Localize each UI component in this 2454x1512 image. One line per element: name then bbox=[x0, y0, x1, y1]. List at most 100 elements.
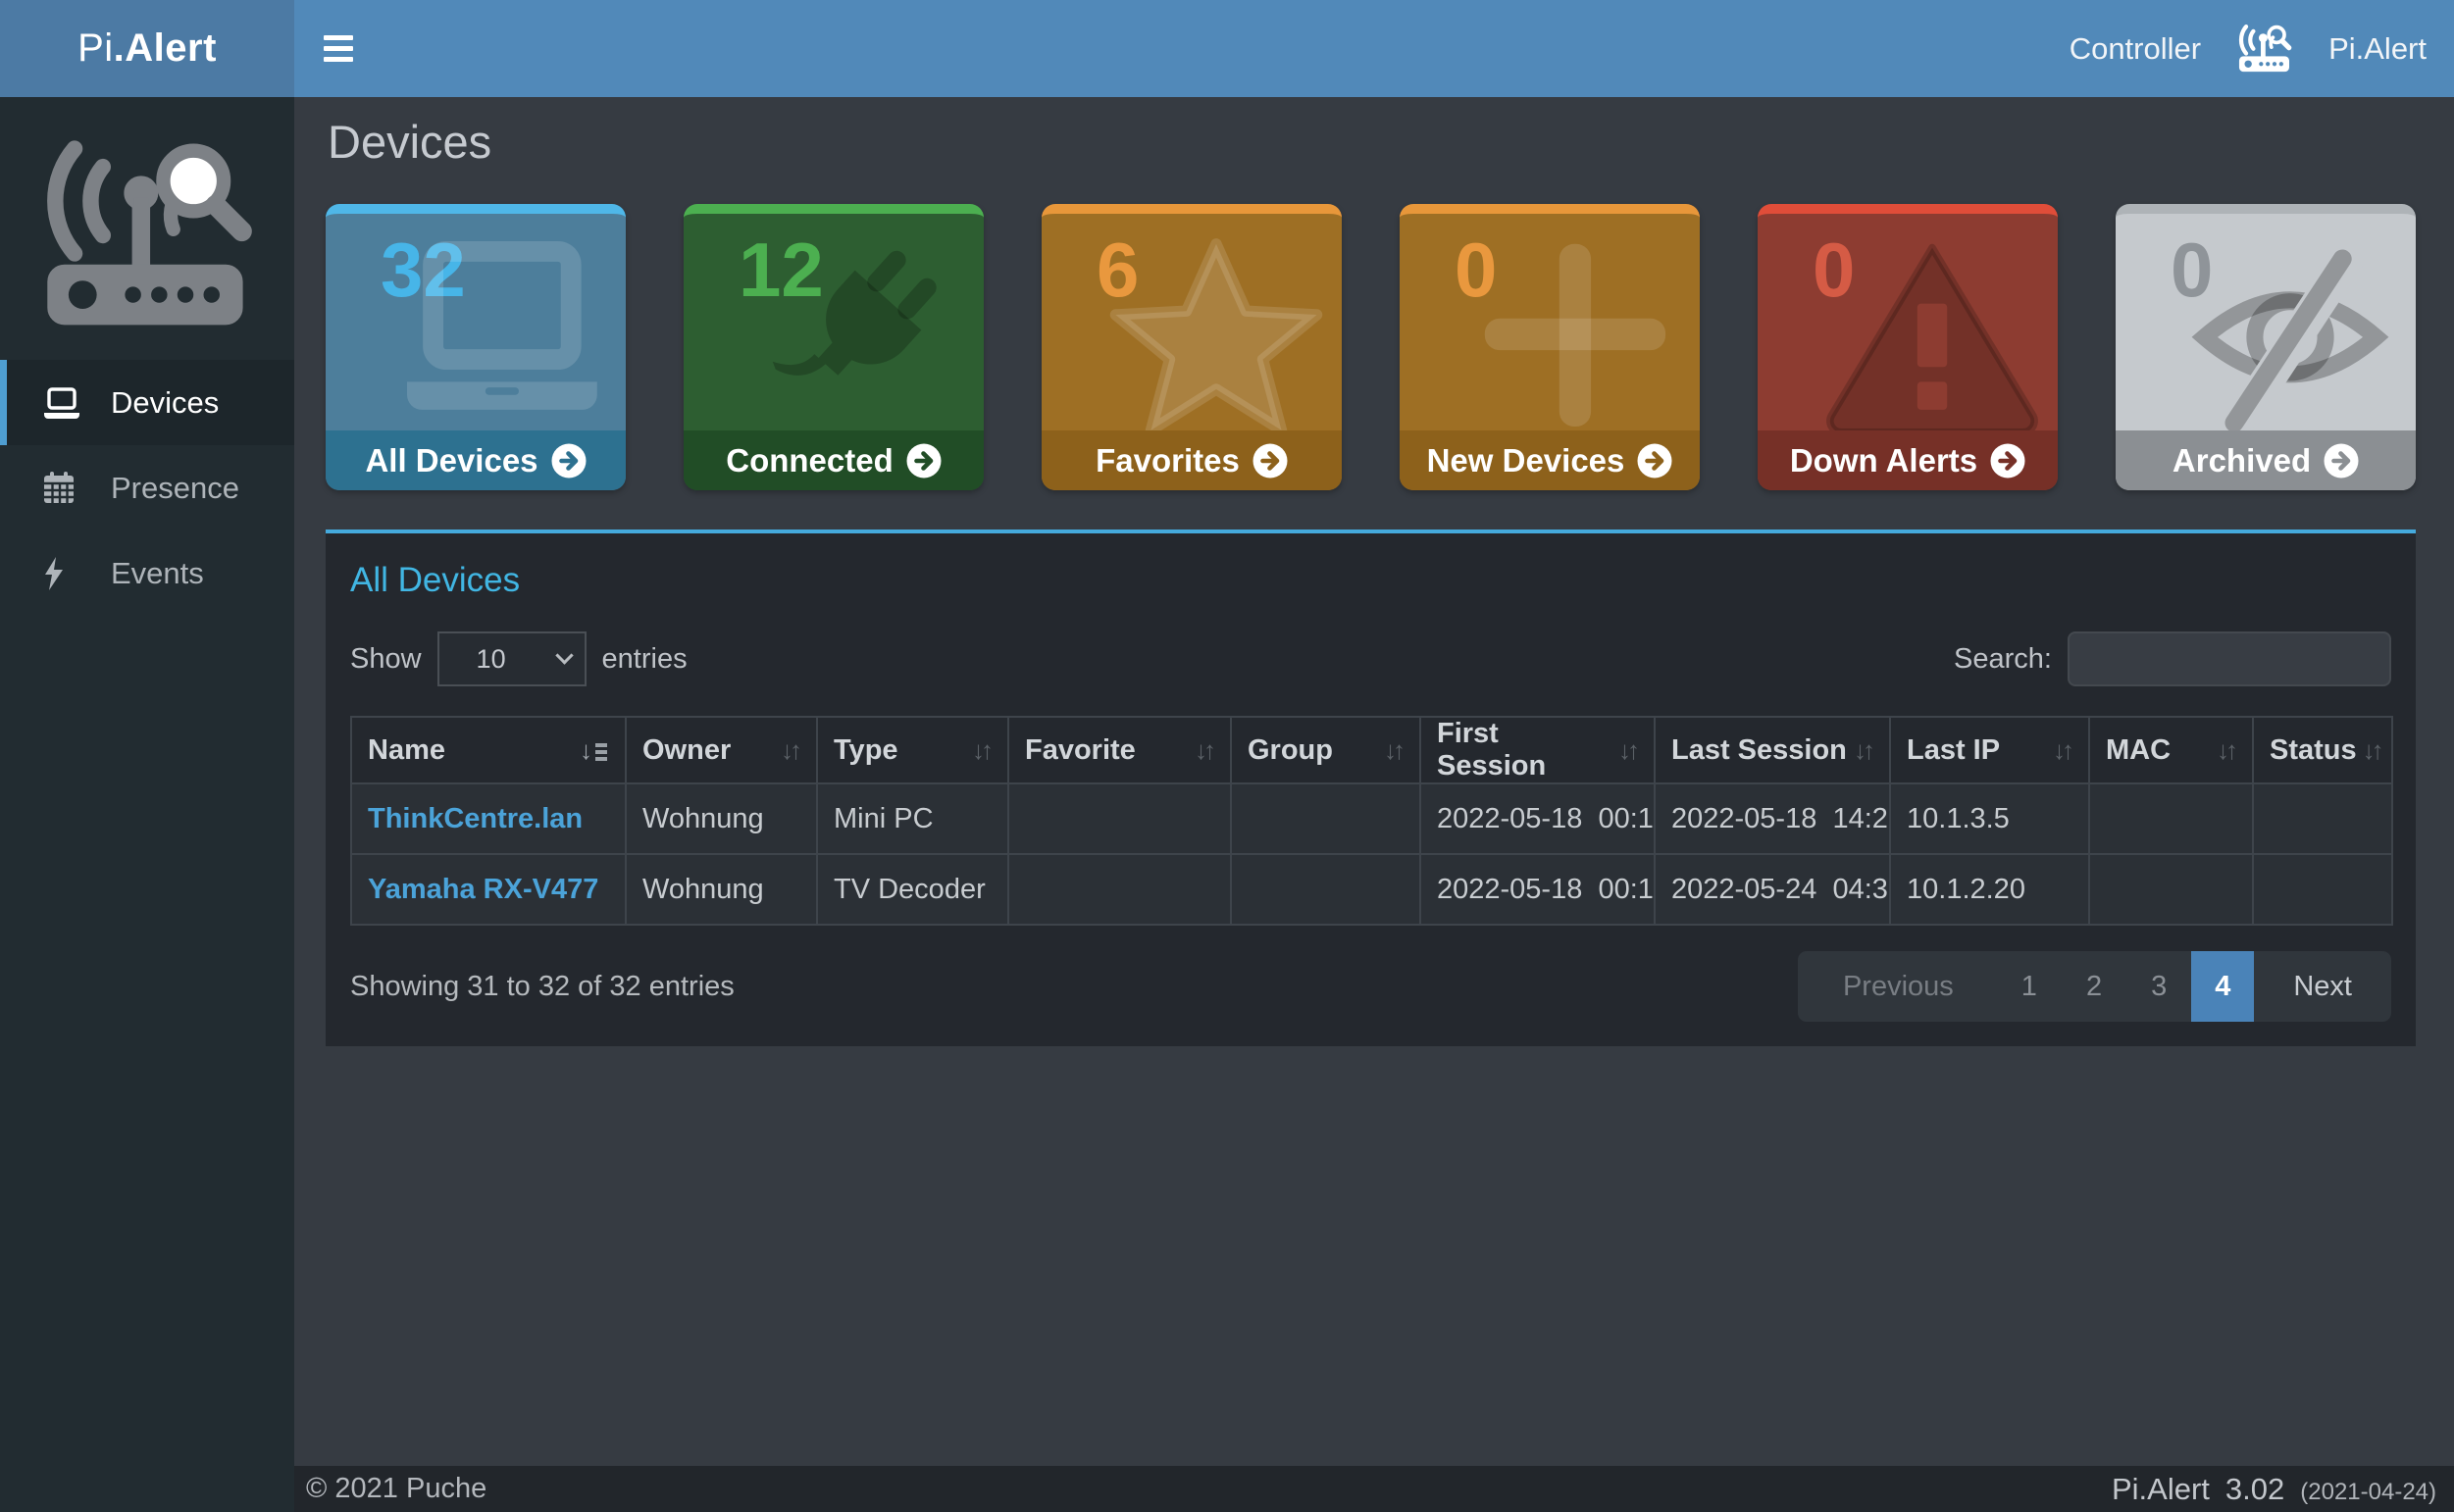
show-label: Show bbox=[350, 642, 422, 675]
pagination-next[interactable]: Next bbox=[2293, 970, 2352, 1002]
card-footer: Favorites bbox=[1042, 430, 1342, 490]
arrow-circle-icon bbox=[1637, 443, 1672, 478]
pagination-page-1[interactable]: 1 bbox=[2020, 970, 2037, 1002]
mac-cell bbox=[2088, 782, 2254, 855]
column-header-group[interactable]: Group ↓↑ bbox=[1230, 716, 1421, 784]
column-header-last-session[interactable]: Last Session ↓↑ bbox=[1654, 716, 1891, 784]
column-header-name[interactable]: Name ↓ bbox=[350, 716, 627, 784]
last-session-cell: 2022-05-24 04:30 bbox=[1654, 853, 1891, 926]
group-cell bbox=[1230, 782, 1421, 855]
version-info: Pi.Alert 3.02 (2021-04-24) bbox=[2112, 1472, 2436, 1507]
sidebar-item-presence[interactable]: Presence bbox=[0, 445, 294, 530]
type-cell: Mini PC bbox=[816, 782, 1009, 855]
page-title: Devices bbox=[328, 116, 492, 168]
sort-icon: ↓↑ bbox=[1854, 734, 1875, 765]
arrow-circle-icon bbox=[906, 443, 942, 478]
brand-logo[interactable]: Pi .Alert bbox=[0, 0, 294, 97]
first-session-cell: 2022-05-18 00:11 bbox=[1419, 782, 1656, 855]
type-cell: TV Decoder bbox=[816, 853, 1009, 926]
plug-watermark-icon bbox=[772, 250, 937, 376]
pagination-page-3[interactable]: 3 bbox=[2151, 970, 2168, 1002]
card-value: 6 bbox=[1097, 227, 1140, 313]
group-cell bbox=[1230, 853, 1421, 926]
page-length-select[interactable]: 10 bbox=[436, 631, 587, 686]
sidebar: Devices bbox=[0, 97, 294, 1512]
sort-icon: ↓↑ bbox=[1195, 734, 1216, 765]
entries-label: entries bbox=[601, 642, 688, 675]
mac-cell bbox=[2088, 853, 2254, 926]
device-name-link[interactable]: ThinkCentre.lan bbox=[350, 782, 627, 855]
pagination-page-4[interactable]: 4 bbox=[2191, 951, 2255, 1022]
card-down-alerts[interactable]: 0 Down Alerts bbox=[1758, 204, 2058, 490]
copyright-text: © 2021 Puche bbox=[306, 1473, 487, 1504]
search-label: Search: bbox=[1954, 642, 2052, 675]
warning-watermark-icon bbox=[1826, 243, 2038, 431]
laptop-watermark-icon bbox=[407, 240, 597, 410]
table-row: ThinkCentre.lan Wohnung Mini PC 2022-05-… bbox=[350, 782, 2393, 855]
card-label: All Devices bbox=[365, 441, 538, 479]
footer-version: 3.02 bbox=[2224, 1471, 2285, 1506]
card-value: 0 bbox=[2171, 227, 2214, 313]
panel-title: All Devices bbox=[350, 561, 521, 599]
column-header-status[interactable]: Status ↓↑ bbox=[2252, 716, 2393, 784]
sort-icon: ↓↑ bbox=[781, 734, 802, 765]
hamburger-menu-icon[interactable] bbox=[324, 22, 379, 76]
column-header-first-session[interactable]: First Session ↓↑ bbox=[1419, 716, 1656, 784]
column-header-favorite[interactable]: Favorite ↓↑ bbox=[1007, 716, 1232, 784]
table-row: Yamaha RX-V477 Wohnung TV Decoder 2022-0… bbox=[350, 853, 2393, 926]
card-all-devices[interactable]: 32 All Devices bbox=[326, 204, 626, 490]
calendar-icon bbox=[42, 471, 83, 506]
main-content: Devices 32 All Devices bbox=[294, 97, 2454, 1466]
pagination: Previous 1 2 3 4 Next bbox=[1797, 951, 2391, 1022]
table-info: Showing 31 to 32 of 32 entries bbox=[350, 970, 735, 1002]
brand-pi: Pi bbox=[77, 26, 114, 70]
card-archived[interactable]: 0 Archived bbox=[2116, 204, 2416, 490]
footer: © 2021 Puche Pi.Alert 3.02 (2021-04-24) bbox=[294, 1466, 2454, 1512]
card-connected[interactable]: 12 Connected bbox=[684, 204, 984, 490]
sidebar-item-devices[interactable]: Devices bbox=[0, 360, 294, 445]
sidebar-item-label: Presence bbox=[111, 470, 239, 505]
pagination-previous[interactable]: Previous bbox=[1842, 970, 1954, 1002]
column-header-type[interactable]: Type ↓↑ bbox=[816, 716, 1009, 784]
column-header-owner[interactable]: Owner ↓↑ bbox=[625, 716, 818, 784]
column-header-mac[interactable]: MAC ↓↑ bbox=[2088, 716, 2254, 784]
footer-date: (2021-04-24) bbox=[2300, 1478, 2436, 1505]
topbar-brand-link[interactable]: Pi.Alert bbox=[2328, 30, 2427, 66]
footer-brand: Pi.Alert bbox=[2111, 1471, 2210, 1506]
card-footer: All Devices bbox=[326, 430, 626, 490]
last-ip-cell: 10.1.2.20 bbox=[1889, 853, 2090, 926]
eye-slash-watermark-icon bbox=[2191, 245, 2389, 431]
laptop-icon bbox=[42, 385, 83, 421]
card-new-devices[interactable]: 0 New Devices bbox=[1400, 204, 1700, 490]
sort-icon: ↓↑ bbox=[972, 734, 994, 765]
card-favorites[interactable]: 6 Favorites bbox=[1042, 204, 1342, 490]
brand-alert: .Alert bbox=[113, 26, 217, 70]
arrow-circle-icon bbox=[1990, 443, 2025, 478]
favorite-cell bbox=[1007, 853, 1232, 926]
topbar: Pi .Alert Controller Pi.Alert bbox=[0, 0, 2454, 97]
arrow-circle-icon bbox=[2324, 443, 2359, 478]
status-cell: Offline bbox=[2252, 782, 2393, 855]
pagination-page-2[interactable]: 2 bbox=[2085, 970, 2103, 1002]
topbar-main: Controller Pi.Alert bbox=[294, 0, 2454, 97]
bolt-icon bbox=[42, 556, 83, 591]
owner-cell: Wohnung bbox=[625, 853, 818, 926]
controller-link[interactable]: Controller bbox=[2069, 30, 2202, 66]
table-controls: Show 10 entries Search: bbox=[350, 631, 2391, 686]
sort-icon: ↓↑ bbox=[2053, 734, 2074, 765]
card-footer: Connected bbox=[684, 430, 984, 490]
stat-cards-row: 32 All Devices 12 bbox=[326, 204, 2425, 490]
card-value: 12 bbox=[739, 227, 824, 313]
router-scan-icon bbox=[2236, 25, 2293, 74]
sort-icon: ↓↑ bbox=[2217, 734, 2238, 765]
star-watermark-icon bbox=[1109, 238, 1323, 431]
card-value: 32 bbox=[381, 227, 466, 313]
sidebar-item-events[interactable]: Events bbox=[0, 530, 294, 616]
card-value: 0 bbox=[1813, 227, 1856, 313]
device-name-link[interactable]: Yamaha RX-V477 bbox=[350, 853, 627, 926]
card-label: New Devices bbox=[1426, 441, 1625, 479]
search-input[interactable] bbox=[2068, 631, 2391, 686]
column-header-last-ip[interactable]: Last IP ↓↑ bbox=[1889, 716, 2090, 784]
sort-icon: ↓↑ bbox=[1384, 734, 1406, 765]
